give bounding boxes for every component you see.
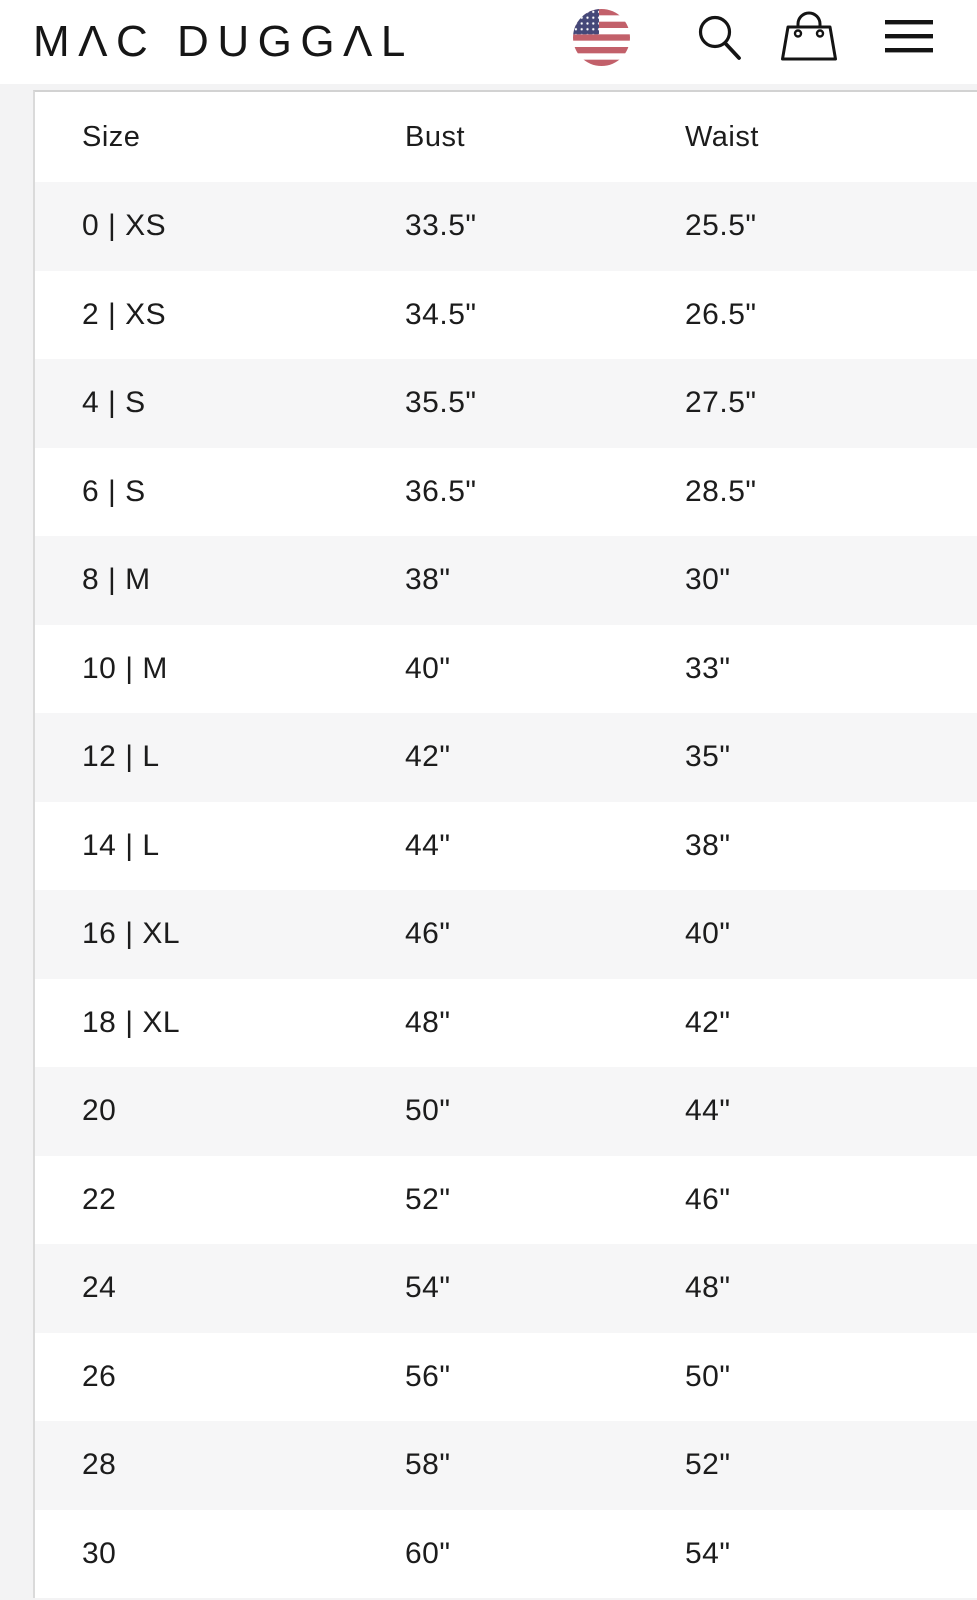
bust-cell: 54" — [405, 1271, 451, 1305]
bust-cell: 42" — [405, 740, 451, 774]
waist-cell: 40" — [685, 917, 731, 951]
size-cell: 2 | XS — [82, 297, 167, 331]
size-cell: 12 | L — [82, 740, 160, 774]
bust-cell: 33.5" — [405, 209, 477, 243]
table-row: 2 | XS 34.5" 26.5" — [35, 271, 977, 360]
bust-cell: 34.5" — [405, 297, 477, 331]
size-cell: 14 | L — [82, 828, 160, 862]
bust-cell: 48" — [405, 1005, 451, 1039]
waist-cell: 48" — [685, 1271, 731, 1305]
size-cell: 24 — [82, 1271, 117, 1305]
table-row: 0 | XS 33.5" 25.5" — [35, 182, 977, 271]
waist-cell: 42" — [685, 1005, 731, 1039]
size-cell: 6 | S — [82, 474, 146, 508]
table-row: 12 | L 42" 35" — [35, 713, 977, 802]
bust-cell: 46" — [405, 917, 451, 951]
waist-cell: 52" — [685, 1448, 731, 1482]
waist-cell: 38" — [685, 828, 731, 862]
size-cell: 0 | XS — [82, 209, 167, 243]
bust-cell: 38" — [405, 563, 451, 597]
table-row: 20 50" 44" — [35, 1067, 977, 1156]
table-row: 8 | M 38" 30" — [35, 536, 977, 625]
waist-cell: 46" — [685, 1182, 731, 1216]
waist-cell: 33" — [685, 651, 731, 685]
size-cell: 8 | M — [82, 563, 151, 597]
locale-selector-button[interactable] — [573, 9, 630, 66]
column-header-waist: Waist — [685, 120, 759, 153]
bust-cell: 52" — [405, 1182, 451, 1216]
bust-cell: 36.5" — [405, 474, 477, 508]
waist-cell: 54" — [685, 1536, 731, 1570]
size-cell: 18 | XL — [82, 1005, 181, 1039]
waist-cell: 28.5" — [685, 474, 757, 508]
table-row: 16 | XL 46" 40" — [35, 890, 977, 979]
table-row: 26 56" 50" — [35, 1333, 977, 1422]
waist-cell: 35" — [685, 740, 731, 774]
bust-cell: 60" — [405, 1536, 451, 1570]
brand-logo[interactable]: MΛC DUGGΛL — [33, 17, 414, 66]
size-cell: 10 | M — [82, 651, 168, 685]
column-header-bust: Bust — [405, 120, 466, 153]
menu-button[interactable] — [885, 20, 933, 54]
waist-cell: 27.5" — [685, 386, 757, 420]
us-flag-icon — [573, 9, 630, 69]
waist-cell: 44" — [685, 1094, 731, 1128]
bust-cell: 56" — [405, 1359, 451, 1393]
size-cell: 16 | XL — [82, 917, 181, 951]
size-cell: 20 — [82, 1094, 117, 1128]
bust-cell: 35.5" — [405, 386, 477, 420]
bust-cell: 58" — [405, 1448, 451, 1482]
waist-cell: 30" — [685, 563, 731, 597]
table-row: 22 52" 46" — [35, 1156, 977, 1245]
size-cell: 4 | S — [82, 386, 146, 420]
table-row: 6 | S 36.5" 28.5" — [35, 448, 977, 537]
table-row: 28 58" 52" — [35, 1421, 977, 1510]
bust-cell: 44" — [405, 828, 451, 862]
size-cell: 28 — [82, 1448, 117, 1482]
waist-cell: 26.5" — [685, 297, 757, 331]
column-header-size: Size — [82, 120, 141, 153]
waist-cell: 50" — [685, 1359, 731, 1393]
search-button[interactable] — [694, 13, 746, 65]
table-row: 30 60" 54" — [35, 1510, 977, 1599]
cart-button[interactable] — [776, 6, 842, 64]
size-cell: 22 — [82, 1182, 117, 1216]
size-chart-table: Size Bust Waist 0 | XS 33.5" 25.5" 2 | X… — [33, 90, 977, 1598]
bust-cell: 50" — [405, 1094, 451, 1128]
table-row: 10 | M 40" 33" — [35, 625, 977, 714]
shopping-bag-icon — [776, 11, 842, 67]
table-row: 14 | L 44" 38" — [35, 802, 977, 891]
size-cell: 30 — [82, 1536, 117, 1570]
size-cell: 26 — [82, 1359, 117, 1393]
table-row: 24 54" 48" — [35, 1244, 977, 1333]
table-row: 4 | S 35.5" 27.5" — [35, 359, 977, 448]
bust-cell: 40" — [405, 651, 451, 685]
table-header-row: Size Bust Waist — [35, 92, 977, 182]
table-row: 18 | XL 48" 42" — [35, 979, 977, 1068]
site-header: MΛC DUGGΛL — [0, 0, 977, 84]
search-icon — [694, 15, 746, 68]
waist-cell: 25.5" — [685, 209, 757, 243]
hamburger-menu-icon — [885, 20, 933, 57]
